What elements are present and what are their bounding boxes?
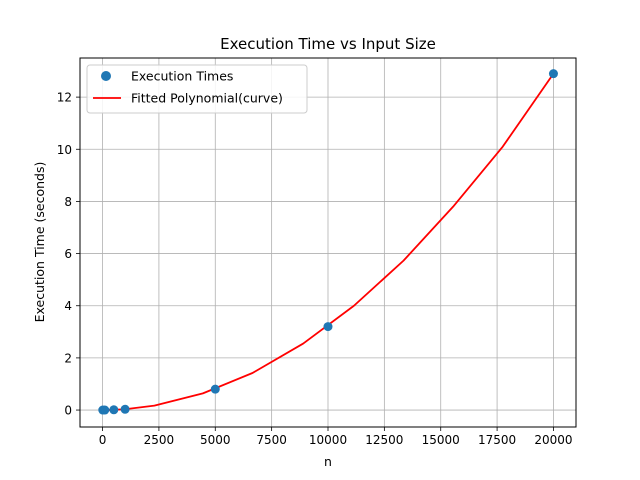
y-tick-label: 12: [57, 91, 72, 105]
x-tick-label: 12500: [365, 433, 403, 447]
execution-time-point: [109, 405, 119, 415]
legend: Execution Times Fitted Polynomial(curve): [86, 64, 308, 114]
execution-time-point: [100, 405, 110, 415]
y-tick-label: 6: [64, 247, 72, 261]
legend-label-fitted-polynomial: Fitted Polynomial(curve): [131, 91, 283, 106]
x-tick-label: 0: [99, 433, 107, 447]
y-tick-label: 4: [64, 299, 72, 313]
x-tick-label: 7500: [256, 433, 287, 447]
execution-time-point: [210, 384, 220, 394]
x-tick-label: 20000: [534, 433, 572, 447]
x-tick-label: 15000: [422, 433, 460, 447]
execution-time-point: [323, 322, 333, 332]
y-axis-label: Execution Time (seconds): [32, 162, 47, 323]
x-axis-label: n: [324, 454, 332, 469]
y-tick-label: 0: [64, 404, 72, 418]
y-tick-label: 10: [57, 143, 72, 157]
x-tick-label: 10000: [309, 433, 347, 447]
execution-time-point: [548, 69, 558, 79]
legend-box: [86, 64, 308, 114]
chart-title: Execution Time vs Input Size: [220, 35, 436, 53]
grid: [80, 58, 576, 427]
x-tick-label: 2500: [144, 433, 175, 447]
legend-scatter-marker: [101, 71, 111, 81]
plot-area: [98, 69, 558, 415]
y-tick-label: 8: [64, 195, 72, 209]
x-tick-label: 17500: [478, 433, 516, 447]
x-tick-label: 5000: [200, 433, 231, 447]
execution-time-point: [120, 404, 130, 414]
y-tick-label: 2: [64, 351, 72, 365]
y-axis-ticks: 0 2 4 6 8 10 12: [57, 91, 80, 418]
legend-label-execution-times: Execution Times: [131, 69, 233, 84]
x-axis-ticks: 0 2500 5000 7500 10000 12500 15000 17500 20000: [99, 427, 573, 447]
